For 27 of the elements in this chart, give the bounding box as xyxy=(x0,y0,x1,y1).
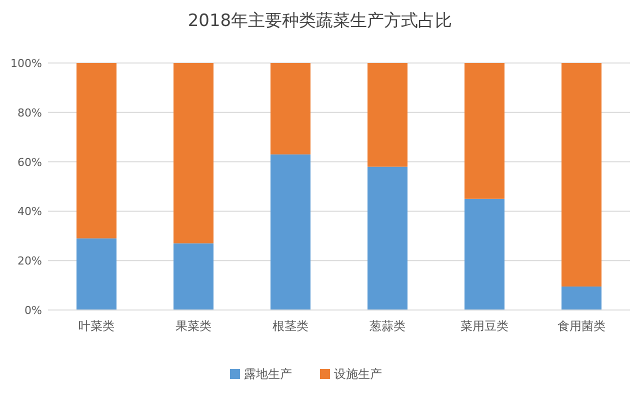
x-tick-label: 叶菜类 xyxy=(78,319,114,333)
bar xyxy=(270,154,310,310)
x-tick-label: 食用菌类 xyxy=(558,319,606,333)
x-tick-label: 果菜类 xyxy=(176,319,212,333)
y-tick-label: 0% xyxy=(24,304,42,317)
bar xyxy=(76,63,116,238)
bar xyxy=(76,238,116,310)
x-tick-label: 根茎类 xyxy=(272,319,308,333)
x-tick-label: 菜用豆类 xyxy=(460,319,508,333)
bar xyxy=(270,63,310,154)
bar xyxy=(368,166,408,310)
legend-label: 露地生产 xyxy=(244,367,292,381)
chart-title: 2018年主要种类蔬菜生产方式占比 xyxy=(188,11,452,31)
bar xyxy=(562,63,602,287)
y-tick-label: 80% xyxy=(18,106,42,120)
y-tick-label: 20% xyxy=(18,254,42,268)
bar xyxy=(562,286,602,310)
bar xyxy=(174,63,214,244)
y-tick-label: 60% xyxy=(18,156,42,169)
y-tick-label: 100% xyxy=(10,57,42,70)
bar xyxy=(368,63,408,167)
legend-label: 设施生产 xyxy=(334,367,382,381)
x-tick-label: 葱蒜类 xyxy=(370,319,406,333)
bar xyxy=(464,63,504,199)
bar xyxy=(174,243,214,310)
y-tick-label: 40% xyxy=(18,205,42,218)
bar xyxy=(464,198,504,310)
